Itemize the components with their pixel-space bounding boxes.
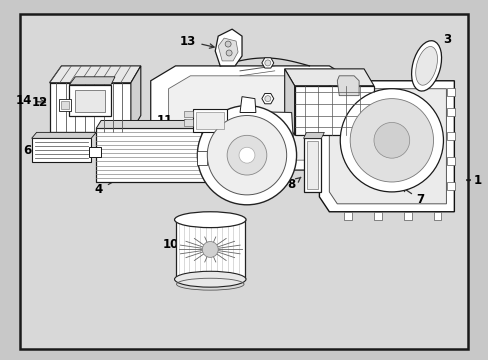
Bar	[196, 112, 224, 129]
Bar	[60, 99, 71, 111]
Polygon shape	[49, 66, 141, 83]
Text: 2: 2	[372, 94, 394, 107]
Polygon shape	[69, 77, 115, 85]
Polygon shape	[337, 76, 358, 96]
Polygon shape	[32, 138, 91, 162]
Polygon shape	[284, 69, 294, 135]
Bar	[75, 90, 105, 112]
Bar	[373, 212, 381, 220]
Circle shape	[340, 89, 443, 192]
Polygon shape	[262, 94, 273, 104]
Polygon shape	[328, 89, 446, 204]
Polygon shape	[96, 129, 284, 182]
Bar	[447, 108, 454, 116]
Text: 5: 5	[347, 148, 374, 172]
Polygon shape	[168, 76, 334, 160]
Polygon shape	[150, 66, 353, 170]
Bar	[306, 141, 318, 189]
Bar	[403, 212, 411, 220]
Text: 11: 11	[156, 114, 189, 127]
Text: 9: 9	[257, 164, 272, 198]
Text: 12: 12	[31, 96, 65, 109]
Polygon shape	[32, 132, 96, 138]
Bar	[184, 111, 193, 117]
Bar	[175, 218, 244, 279]
Text: 13: 13	[180, 35, 214, 48]
Polygon shape	[215, 29, 242, 66]
Circle shape	[197, 105, 296, 205]
Ellipse shape	[174, 212, 245, 228]
Bar	[61, 100, 69, 109]
Circle shape	[224, 41, 231, 47]
Polygon shape	[240, 96, 255, 113]
Circle shape	[207, 116, 286, 195]
Circle shape	[264, 60, 270, 66]
Polygon shape	[131, 66, 141, 132]
Polygon shape	[96, 121, 289, 129]
Text: 14: 14	[15, 94, 45, 107]
Polygon shape	[284, 121, 289, 182]
Bar	[447, 182, 454, 190]
Bar	[303, 138, 321, 192]
Bar	[447, 132, 454, 140]
Circle shape	[202, 242, 218, 257]
Circle shape	[373, 122, 409, 158]
Text: 8: 8	[287, 177, 300, 192]
Circle shape	[349, 99, 433, 182]
Ellipse shape	[174, 271, 245, 287]
Circle shape	[264, 96, 270, 102]
Text: 6: 6	[23, 144, 52, 157]
Bar	[89, 147, 101, 157]
Polygon shape	[284, 69, 373, 86]
Text: 4: 4	[95, 162, 147, 197]
Text: 3: 3	[436, 33, 450, 55]
Polygon shape	[200, 111, 294, 160]
Ellipse shape	[415, 46, 437, 85]
Polygon shape	[262, 58, 273, 68]
Bar	[193, 109, 226, 132]
Circle shape	[239, 147, 254, 163]
Bar	[447, 88, 454, 96]
Bar	[69, 85, 111, 117]
Bar	[344, 212, 351, 220]
Circle shape	[226, 135, 266, 175]
Bar	[433, 212, 441, 220]
Bar	[197, 151, 207, 165]
Ellipse shape	[411, 41, 441, 91]
Polygon shape	[303, 132, 324, 138]
Polygon shape	[49, 83, 131, 132]
Bar	[447, 157, 454, 165]
Text: 7: 7	[402, 187, 424, 206]
Polygon shape	[319, 81, 453, 212]
Text: 1: 1	[472, 174, 480, 186]
Circle shape	[225, 50, 232, 56]
Polygon shape	[218, 38, 238, 61]
Polygon shape	[294, 86, 373, 135]
Text: 10: 10	[162, 238, 189, 251]
Bar	[184, 120, 193, 126]
